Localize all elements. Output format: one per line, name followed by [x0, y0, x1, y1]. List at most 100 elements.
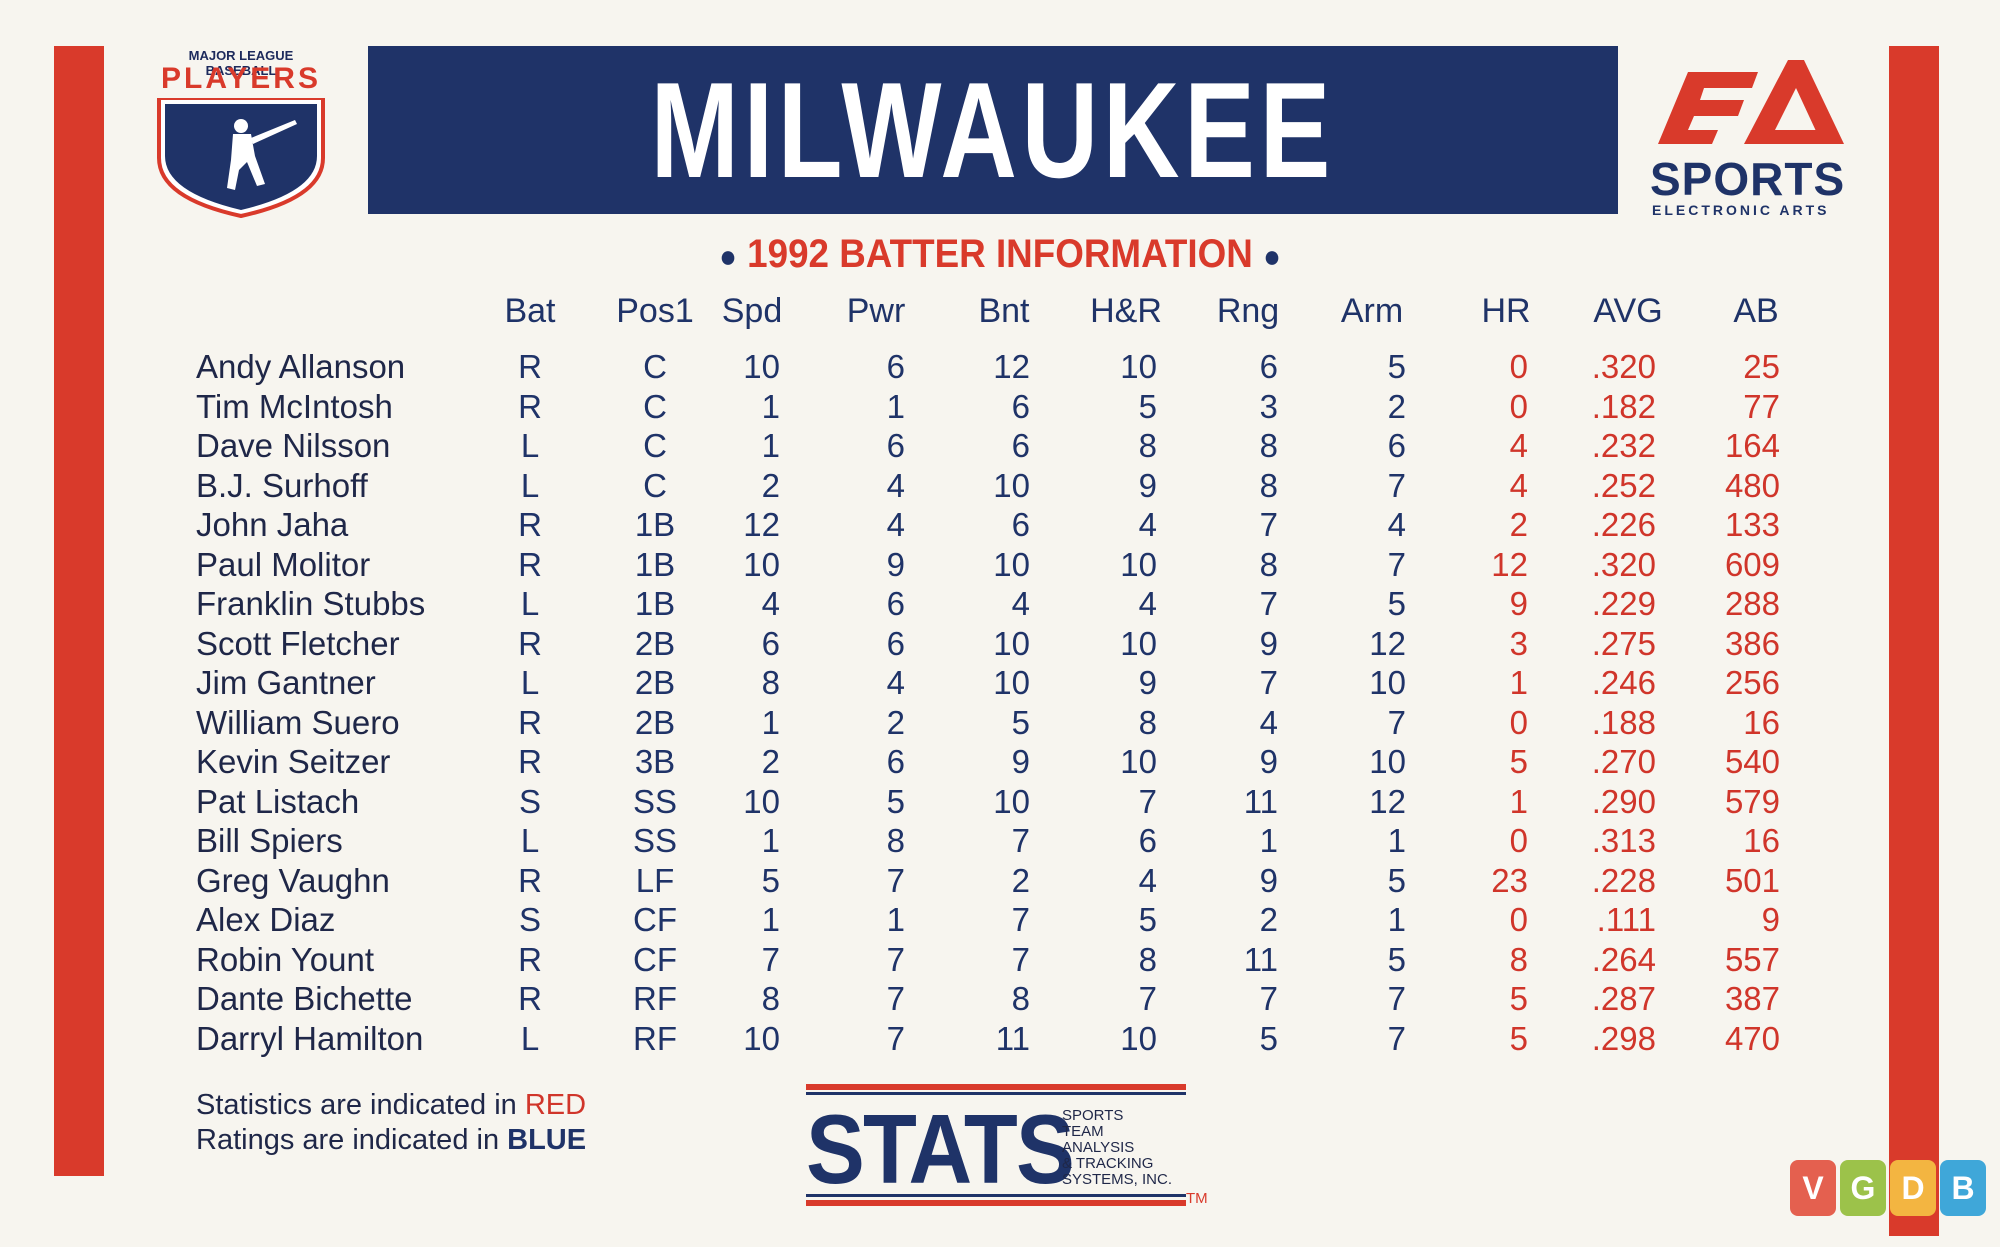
mlbpa-logo-top-text: MAJOR LEAGUE BASEBALL [188, 48, 294, 78]
rating-cell: L [520, 427, 540, 464]
legend-ratings-prefix: Ratings are indicated in [196, 1124, 508, 1156]
rating-cell: 4 [761, 585, 780, 622]
player-name: Tim McIntosh [196, 387, 393, 425]
rating-cell: 6 [761, 624, 780, 662]
rating-cell: 5 [1387, 348, 1406, 385]
stat-cell: 256 [1724, 664, 1780, 701]
stat-cell: 0 [1509, 348, 1528, 385]
stat-cell: 2 [1509, 506, 1528, 543]
column-header: Bnt [978, 292, 1030, 330]
stat-cell: 480 [1724, 466, 1780, 504]
stat-cell: .229 [1591, 585, 1656, 622]
rating-cell: 8 [1138, 703, 1157, 741]
rating-cell: 4 [1138, 585, 1157, 622]
column-header: Spd [721, 292, 783, 330]
column-header: H&R [1090, 292, 1162, 330]
column-header: Pos1 [616, 292, 694, 330]
player-name: B.J. Surhoff [196, 466, 368, 504]
table-row: B.J. Surhoff L C 2 4 10 9 8 7 4 .252 480 [0, 466, 2000, 506]
table-row: John Jaha R 1B 12 4 6 4 7 4 2 .226 133 [0, 505, 2000, 545]
rating-cell: S [518, 782, 541, 820]
rating-cell: R [518, 861, 542, 899]
player-name: Pat Listach [196, 782, 360, 820]
rating-cell: CF [633, 901, 677, 938]
rating-cell: 5 [761, 861, 780, 899]
table-row: Dave Nilsson L C 1 6 6 8 8 6 4 .232 164 [0, 426, 2000, 466]
rating-cell: 10 [1369, 743, 1406, 780]
rating-cell: 10 [1369, 664, 1406, 701]
rating-cell: 1 [1387, 901, 1406, 938]
player-name: Bill Spiers [196, 822, 343, 859]
stat-cell: .290 [1591, 782, 1656, 820]
rating-cell: RF [633, 1019, 677, 1057]
rating-cell: 4 [1138, 861, 1157, 899]
stat-cell: 9 [1761, 901, 1780, 938]
rating-cell: 10 [993, 624, 1030, 662]
column-header: AVG [1593, 292, 1663, 330]
rating-cell: 6 [1138, 822, 1157, 859]
rating-cell: 1B [634, 585, 676, 622]
rating-cell: 8 [761, 664, 780, 701]
rating-cell: LF [635, 861, 675, 899]
rating-cell: C [643, 387, 667, 425]
title-banner: MILWAUKEE [368, 46, 1618, 214]
rating-cell: 7 [1011, 940, 1030, 978]
stat-cell: 386 [1724, 624, 1780, 662]
rating-cell: 5 [886, 782, 905, 820]
legend-stats-line: Statistics are indicated in RED [196, 1088, 586, 1123]
stat-cell: 5 [1509, 980, 1528, 1017]
rating-cell: 7 [1138, 782, 1157, 820]
rating-cell: R [518, 940, 542, 978]
rating-cell: 9 [1011, 743, 1030, 780]
player-name: Scott Fletcher [196, 624, 400, 662]
rating-cell: 9 [1138, 664, 1157, 701]
stat-cell: 9 [1509, 585, 1528, 622]
table-row: Franklin Stubbs L 1B 4 6 4 4 7 5 9 .229 288 [0, 584, 2000, 624]
rating-cell: 1 [1259, 822, 1278, 859]
stat-cell: 16 [1743, 822, 1780, 859]
legend-stats-word: RED [524, 1089, 587, 1121]
stat-cell: .246 [1591, 664, 1656, 701]
rating-cell: 6 [886, 585, 905, 622]
stats-tagline-line: & TRACKING [1062, 1155, 1154, 1172]
bullet-dot-icon: ● [1263, 238, 1281, 274]
table-row: Bill Spiers L SS 1 8 7 6 1 1 0 .313 16 [0, 821, 2000, 861]
rating-cell: 7 [1138, 980, 1157, 1017]
rating-cell: 6 [1011, 387, 1030, 425]
rating-cell: 7 [886, 980, 905, 1017]
rating-cell: 12 [743, 506, 780, 543]
rating-cell: 6 [886, 348, 905, 385]
subtitle-text: 1992 BATTER INFORMATION [747, 232, 1253, 276]
stat-cell: 1 [1509, 782, 1528, 820]
player-name: William Suero [196, 703, 400, 741]
stats-tagline-line: SYSTEMS, INC. [1062, 1171, 1173, 1188]
stat-cell: 12 [1491, 545, 1528, 583]
rating-cell: 9 [1259, 861, 1278, 899]
player-name: Kevin Seitzer [196, 743, 391, 780]
player-name: Dante Bichette [196, 980, 413, 1017]
rating-cell: SS [632, 822, 678, 859]
rating-cell: 12 [993, 348, 1030, 385]
rating-cell: 2 [761, 743, 780, 780]
stat-cell: 387 [1724, 980, 1780, 1017]
rating-cell: 8 [761, 980, 780, 1017]
stat-cell: .320 [1591, 545, 1656, 583]
rating-cell: R [518, 980, 542, 1017]
rating-cell: 7 [1259, 506, 1278, 543]
table-row: Jim Gantner L 2B 8 4 10 9 7 10 1 .246 256 [0, 663, 2000, 703]
stat-cell: 288 [1724, 585, 1780, 622]
rating-cell: 11 [995, 1019, 1030, 1057]
rating-cell: 6 [886, 427, 905, 464]
player-name: Darryl Hamilton [196, 1019, 424, 1057]
right-red-stripe [1889, 46, 1939, 1236]
vgdb-letter: G [1840, 1160, 1886, 1216]
player-name: John Jaha [196, 506, 349, 543]
table-row: Alex Diaz S CF 1 1 7 5 2 1 0 .111 9 [0, 900, 2000, 940]
rating-cell: 4 [886, 506, 905, 543]
stat-cell: 540 [1724, 743, 1780, 780]
vgdb-letter: B [1940, 1160, 1986, 1216]
stat-cell: 609 [1724, 545, 1780, 583]
rating-cell: 1 [761, 703, 780, 741]
stats-logo-top-rule [806, 1084, 1186, 1090]
